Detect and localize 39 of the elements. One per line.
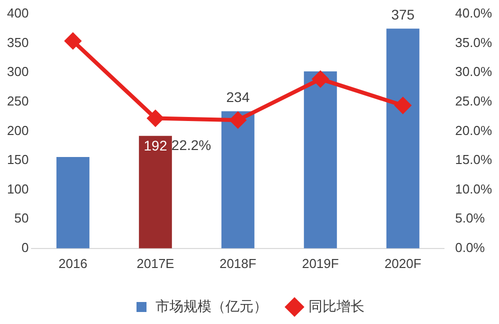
y2-tick-label: 35.0% — [455, 34, 492, 50]
y2-tick-label: 25.0% — [455, 93, 492, 108]
y-tick-label: 300 — [6, 64, 29, 80]
x-tick-label: 2017E — [136, 256, 175, 271]
y2-tick-label: 20.0% — [455, 122, 492, 138]
bar — [56, 156, 90, 248]
y-tick-label: 150 — [6, 152, 29, 168]
y2-tick-label: 5.0% — [455, 210, 486, 226]
y-tick-label: 0 — [21, 240, 29, 255]
point — [230, 112, 246, 128]
x-tick-label: 2019F — [302, 256, 339, 271]
legend-label: 市场规模（亿元） — [156, 298, 268, 314]
point — [394, 97, 411, 114]
bar — [138, 136, 172, 248]
point — [312, 71, 328, 88]
x-tick-label: 2020F — [384, 256, 422, 271]
y-tick-label: 100 — [6, 181, 29, 196]
point — [147, 110, 164, 126]
x-tick-label: 2018F — [219, 256, 256, 271]
y-tick-label: 50 — [14, 210, 29, 226]
data-label: 234 — [226, 89, 250, 106]
x-tick-label: 2016 — [58, 256, 88, 271]
data-label: 22.2% — [171, 137, 212, 154]
bar — [304, 71, 337, 248]
legend-label: 同比增长 — [308, 298, 364, 314]
y2-tick-label: 10.0% — [455, 181, 492, 196]
y-tick-label: 350 — [6, 34, 29, 50]
y2-tick-label: 30.0% — [455, 64, 492, 80]
bar — [221, 111, 254, 248]
y2-tick-label: 40.0% — [455, 6, 492, 21]
y2-tick-label: 15.0% — [455, 152, 492, 168]
y-tick-label: 200 — [6, 122, 29, 138]
point — [64, 32, 81, 49]
bar — [386, 28, 420, 248]
y-tick-label: 250 — [6, 93, 29, 108]
data-label: 192 — [144, 138, 168, 154]
data-label: 375 — [391, 6, 415, 23]
y-tick-label: 400 — [6, 6, 29, 21]
y2-tick-label: 0.0% — [455, 240, 486, 255]
